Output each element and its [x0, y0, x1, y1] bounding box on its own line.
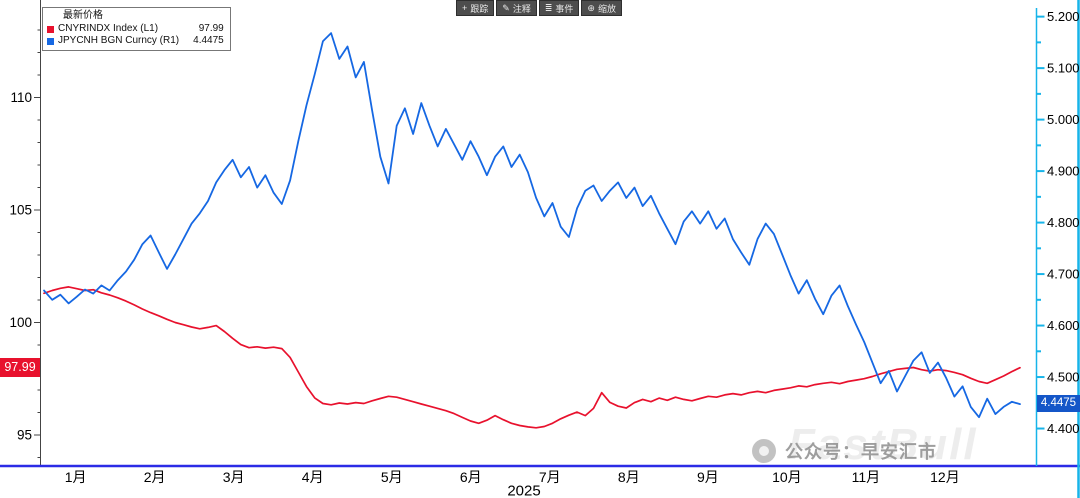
x-axis-month-label: 5月 [381, 469, 403, 485]
watermark-brand: FastBull [788, 420, 978, 469]
pencil-icon: ✎ [502, 2, 510, 13]
toolbar-button-track[interactable]: + 跟踪 [456, 0, 495, 16]
x-axis-month-label: 8月 [618, 469, 640, 485]
toolbar-button-events[interactable]: ≣ 事件 [538, 0, 580, 16]
chart-legend[interactable]: 最新价格 CNYRINDX Index (L1) 97.99 JPYCNH BG… [42, 7, 231, 51]
legend-item-jpycnh: JPYCNH BGN Curncy (R1) 4.4475 [47, 35, 224, 47]
x-axis-month-label: 12月 [930, 469, 960, 485]
list-icon: ≣ [544, 2, 553, 13]
right-axis-label: 5.2000 [1047, 9, 1080, 24]
watermark-logo-lens [759, 446, 769, 456]
legend-item-value: 4.4475 [193, 35, 224, 46]
x-axis-month-label: 9月 [697, 469, 719, 485]
x-axis-month-label: 11月 [852, 469, 881, 485]
legend-item-label: JPYCNH BGN Curncy (R1) [58, 35, 180, 46]
x-axis-month-label: 3月 [223, 469, 245, 485]
series-line-right[interactable] [43, 32, 1021, 419]
right-axis-label: 4.5000 [1047, 370, 1080, 385]
watermark-logo-icon [752, 439, 776, 463]
left-axis-label: 110 [10, 90, 32, 105]
x-axis-month-label: 2月 [144, 469, 166, 485]
right-axis-label: 4.9000 [1047, 164, 1080, 179]
toolbar-button-annotate-label: 注释 [512, 3, 531, 14]
right-axis-label: 4.8000 [1047, 215, 1080, 230]
legend-item-value: 97.99 [198, 23, 224, 34]
watermark: 公众号：早安汇市 [752, 438, 937, 464]
zoom-icon: ⊕ [587, 2, 595, 13]
right-axis-price-badge: 4.4475 [1037, 395, 1080, 412]
left-axis-label: 105 [9, 203, 32, 218]
x-axis-year-label: 2025 [507, 483, 540, 498]
legend-item-label: CNYRINDX Index (L1) [58, 23, 159, 34]
right-axis-label: 5.0000 [1047, 112, 1080, 127]
plus-icon: + [462, 2, 468, 13]
toolbar-button-zoom[interactable]: ⊕ 缩放 [581, 0, 622, 16]
left-axis-label: 100 [9, 315, 32, 330]
left-axis-price-badge: 97.99 [0, 358, 40, 377]
x-axis-month-label: 10月 [772, 469, 802, 485]
toolbar-button-events-label: 事件 [555, 3, 574, 14]
blue-series-swatch [47, 37, 54, 45]
right-axis-label: 4.6000 [1047, 318, 1080, 333]
red-series-swatch [47, 25, 54, 33]
x-axis-month-label: 7月 [539, 469, 561, 485]
x-axis-month-label: 6月 [460, 469, 482, 485]
x-axis-month-label: 4月 [302, 469, 324, 485]
x-axis-month-label: 1月 [65, 469, 87, 485]
series-line-left[interactable] [43, 286, 1021, 429]
toolbar-button-annotate[interactable]: ✎ 注释 [496, 0, 537, 16]
left-axis-label: 95 [17, 428, 32, 443]
right-axis-label: 4.7000 [1047, 267, 1080, 282]
right-axis-label: 5.1000 [1047, 61, 1080, 76]
toolbar-button-track-label: 跟踪 [470, 3, 489, 14]
toolbar-button-zoom-label: 缩放 [597, 3, 616, 14]
watermark-text: 公众号：早安汇市 [785, 442, 937, 462]
legend-item-cnyrindx: CNYRINDX Index (L1) 97.99 [47, 23, 224, 35]
legend-header: 最新价格 [63, 10, 103, 21]
chart-toolbar: + 跟踪 ✎ 注释 ≣ 事件 ⊕ 缩放 [456, 0, 622, 16]
right-axis-label: 4.4000 [1047, 421, 1080, 436]
